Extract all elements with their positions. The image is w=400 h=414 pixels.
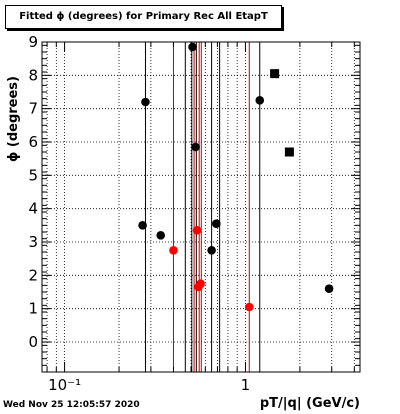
- data-point: [141, 97, 150, 107]
- plot-frame: [41, 41, 361, 373]
- y-tick-label: 3: [28, 233, 38, 251]
- data-point: [196, 279, 205, 288]
- data-point: [169, 246, 178, 255]
- data-point: [207, 246, 216, 255]
- x-tick-label: 10⁻¹: [48, 376, 81, 394]
- y-tick-label: 2: [28, 266, 38, 284]
- data-point: [191, 142, 200, 152]
- y-tick-label: 0: [28, 333, 38, 351]
- y-tick-label: 6: [28, 133, 38, 151]
- data-point: [192, 226, 202, 235]
- tick-labels-layer: 0 1 2 3 4 5 6 7 8 9 10⁻¹ 1: [28, 33, 250, 394]
- data-point: [324, 284, 334, 293]
- data-point-square: [284, 147, 294, 157]
- data-point: [211, 219, 221, 228]
- y-axis-label: ϕ (degrees): [6, 76, 21, 162]
- chart-title: Fitted ϕ (degrees) for Primary Rec All E…: [19, 11, 268, 22]
- y-tick-label: 1: [28, 300, 38, 318]
- y-tick-label: 7: [28, 100, 38, 118]
- points-layer: [138, 42, 334, 312]
- data-point-square: [270, 69, 280, 79]
- y-tick-label: 5: [28, 166, 38, 184]
- x-axis-label: pT/|q| (GeV/c): [259, 396, 360, 411]
- chart-title-box: Fitted ϕ (degrees) for Primary Rec All E…: [5, 5, 282, 29]
- data-point: [156, 231, 166, 240]
- y-tick-label: 4: [28, 200, 38, 218]
- data-point: [244, 302, 254, 312]
- x-tick-label: 1: [241, 376, 251, 394]
- data-point: [255, 96, 265, 105]
- data-point: [138, 221, 147, 230]
- ticks-layer: [42, 41, 360, 373]
- vertical-lines-layer: [144, 42, 261, 372]
- data-point: [188, 42, 197, 52]
- y-tick-label: 8: [28, 66, 38, 84]
- y-tick-label: 9: [28, 33, 38, 51]
- timestamp: Wed Nov 25 12:05:57 2020: [3, 400, 140, 410]
